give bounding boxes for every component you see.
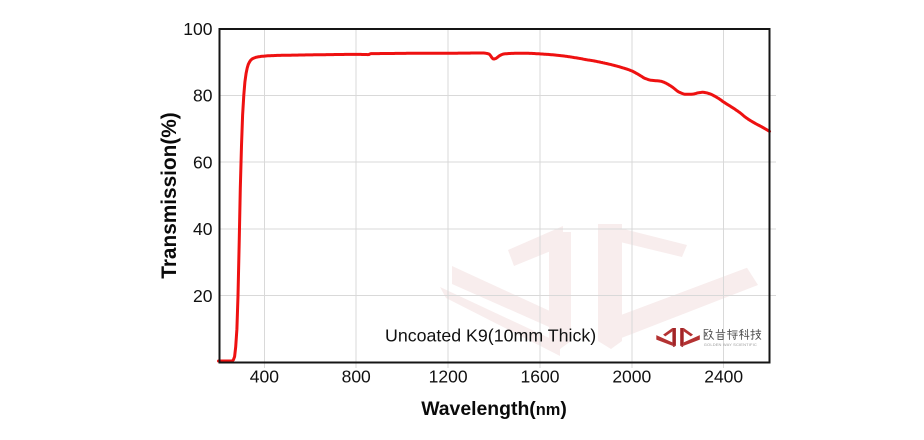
svg-text:60: 60 [193,152,213,172]
svg-text:800: 800 [342,367,371,387]
svg-text:400: 400 [250,367,279,387]
svg-text:Wavelength(nm): Wavelength(nm) [421,398,567,420]
svg-text:2000: 2000 [612,367,651,387]
svg-text:1200: 1200 [429,367,468,387]
svg-text:Transmission(%): Transmission(%) [158,112,181,278]
svg-text:2400: 2400 [704,367,743,387]
svg-text:80: 80 [193,86,213,106]
svg-text:20: 20 [193,286,213,306]
svg-text:Uncoated K9(10mm Thick): Uncoated K9(10mm Thick) [385,326,596,346]
svg-text:1600: 1600 [521,367,560,387]
svg-text:GOLDEN WAY SCIENTIFIC: GOLDEN WAY SCIENTIFIC [704,342,757,347]
svg-text:40: 40 [193,219,213,239]
svg-text:100: 100 [183,19,212,39]
